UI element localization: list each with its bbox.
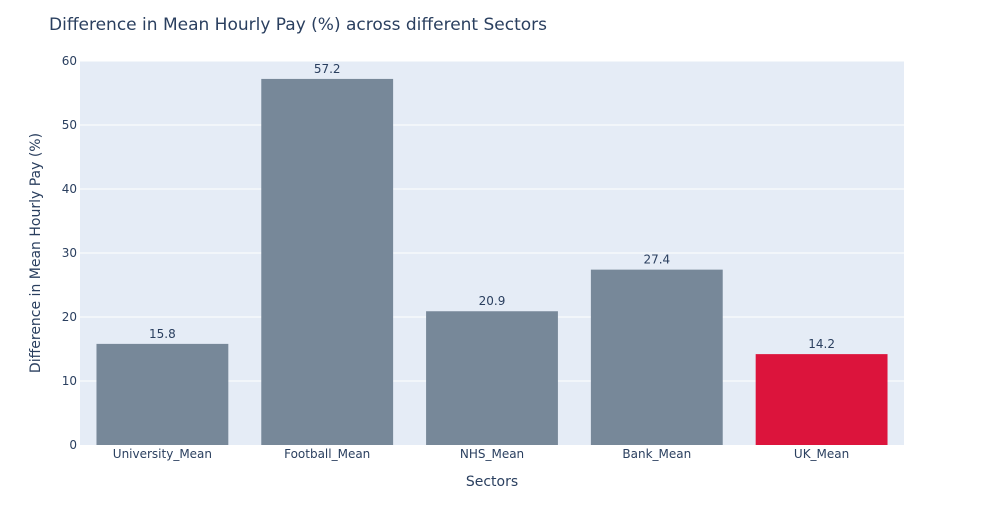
data-labels: 15.8 57.2 20.9 27.4 14.2 bbox=[149, 62, 835, 351]
y-tick-label: 40 bbox=[62, 182, 77, 196]
bar bbox=[590, 269, 723, 445]
x-tick-label: UK_Mean bbox=[794, 447, 849, 461]
chart-title: Difference in Mean Hourly Pay (%) across… bbox=[49, 15, 547, 35]
x-axis-ticks: University_Mean Football_Mean NHS_Mean Bank… bbox=[113, 447, 849, 461]
x-tick-label: NHS_Mean bbox=[460, 447, 524, 461]
y-tick-label: 50 bbox=[62, 118, 77, 132]
bar bbox=[755, 354, 888, 445]
x-tick-label: Football_Mean bbox=[284, 447, 370, 461]
x-tick-label: Bank_Mean bbox=[622, 447, 691, 461]
y-tick-label: 20 bbox=[62, 310, 77, 324]
x-tick-label: University_Mean bbox=[113, 447, 212, 461]
bars bbox=[96, 78, 888, 446]
bar bbox=[261, 78, 394, 446]
y-axis-ticks: 0 10 20 30 40 50 60 bbox=[62, 54, 77, 452]
bar bbox=[96, 343, 229, 445]
bar-value-label: 27.4 bbox=[643, 253, 670, 267]
y-tick-label: 10 bbox=[62, 374, 77, 388]
bar-value-label: 14.2 bbox=[808, 337, 835, 351]
bar bbox=[426, 311, 558, 445]
bar-value-label: 20.9 bbox=[479, 294, 506, 308]
bar-value-label: 15.8 bbox=[149, 327, 176, 341]
y-tick-label: 0 bbox=[69, 438, 77, 452]
bar-value-label: 57.2 bbox=[314, 62, 341, 76]
x-axis-title: Sectors bbox=[466, 474, 518, 490]
y-tick-label: 60 bbox=[62, 54, 77, 68]
y-tick-label: 30 bbox=[62, 246, 77, 260]
y-axis-title: Difference in Mean Hourly Pay (%) bbox=[28, 133, 44, 373]
